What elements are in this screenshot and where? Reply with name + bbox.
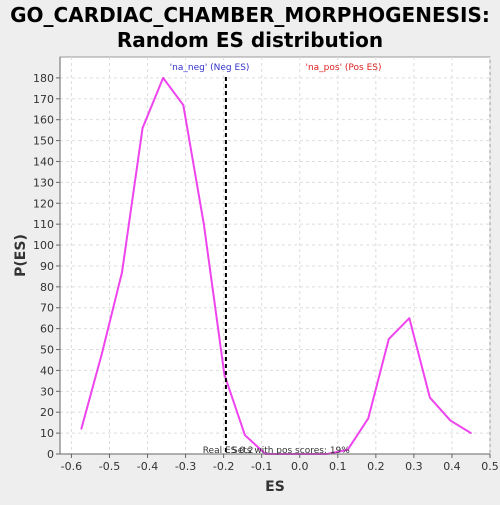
y-tick-label: 50: [40, 344, 54, 357]
y-tick-label: 70: [40, 302, 54, 315]
y-tick-label: 140: [33, 155, 54, 168]
x-tick-label: -0.3: [175, 460, 196, 473]
y-tick-label: 130: [33, 176, 54, 189]
x-tick-label: -0.4: [137, 460, 158, 473]
data-point: [182, 104, 185, 106]
y-tick-label: 110: [33, 218, 54, 231]
y-tick-label: 150: [33, 135, 54, 148]
data-point: [387, 338, 390, 340]
y-tick-label: 30: [40, 385, 54, 398]
plot-area: [59, 56, 491, 455]
grid-lines: [60, 57, 491, 455]
x-axis-label: ES: [265, 479, 285, 495]
y-tick-label: 20: [40, 406, 54, 419]
chart-title: GO_CARDIAC_CHAMBER_MORPHOGENESIS:: [10, 3, 490, 27]
data-point: [244, 434, 246, 436]
data-point: [470, 432, 472, 434]
y-tick-label: 0: [47, 448, 54, 461]
data-point: [121, 271, 123, 274]
x-tick-label: 0.0: [291, 460, 309, 473]
y-tick-label: 180: [33, 72, 54, 85]
chart-subtitle: Random ES distribution: [117, 28, 383, 52]
y-tick-label: 170: [33, 93, 54, 106]
x-tick-label: -0.5: [99, 460, 120, 473]
annotation-layer: 'na_neg' (Neg ES) 'na_pos' (Pos ES) Real…: [170, 63, 382, 456]
data-point: [429, 396, 431, 399]
data-point: [80, 428, 83, 430]
x-tick-label: 0.5: [481, 460, 499, 473]
axes: -0.6 -0.5 -0.4 -0.3 -0.2 -0.1 0.0 0.1 0.2 0.3 0.4 0…: [33, 57, 499, 473]
data-point: [346, 449, 349, 451]
y-tick-label: 100: [33, 239, 54, 252]
y-tick-label: 10: [40, 427, 54, 440]
x-tick-label: 0.1: [329, 460, 347, 473]
x-tick-label: 0.4: [443, 460, 461, 473]
x-tick-label: 0.3: [405, 460, 423, 473]
y-tick-label: 90: [40, 260, 54, 273]
neg-es-label: 'na_neg' (Neg ES): [170, 63, 250, 73]
data-point: [449, 419, 452, 422]
data-point: [408, 317, 411, 319]
pos-scores-text: Sets with pos scores: 19%: [232, 446, 350, 456]
x-tick-label: -0.1: [251, 460, 272, 473]
data-point: [367, 417, 370, 420]
real-es-text: Real ES 0.2: [203, 446, 254, 456]
data-point: [162, 77, 164, 79]
data-point: [101, 352, 103, 355]
y-axis-label: P(ES): [13, 234, 29, 277]
y-tick-label: 40: [40, 364, 54, 377]
y-tick-label: 60: [40, 323, 54, 336]
x-tick-label: -0.2: [213, 460, 234, 473]
y-tick-label: 120: [33, 197, 54, 210]
pos-es-label: 'na_pos' (Pos ES): [305, 63, 381, 73]
data-point: [223, 373, 226, 376]
x-tick-label: 0.2: [367, 460, 385, 473]
y-tick-label: 80: [40, 281, 54, 294]
data-point: [203, 223, 205, 225]
data-point: [141, 127, 144, 129]
y-tick-label: 160: [33, 114, 54, 127]
x-tick-label: -0.6: [61, 460, 82, 473]
